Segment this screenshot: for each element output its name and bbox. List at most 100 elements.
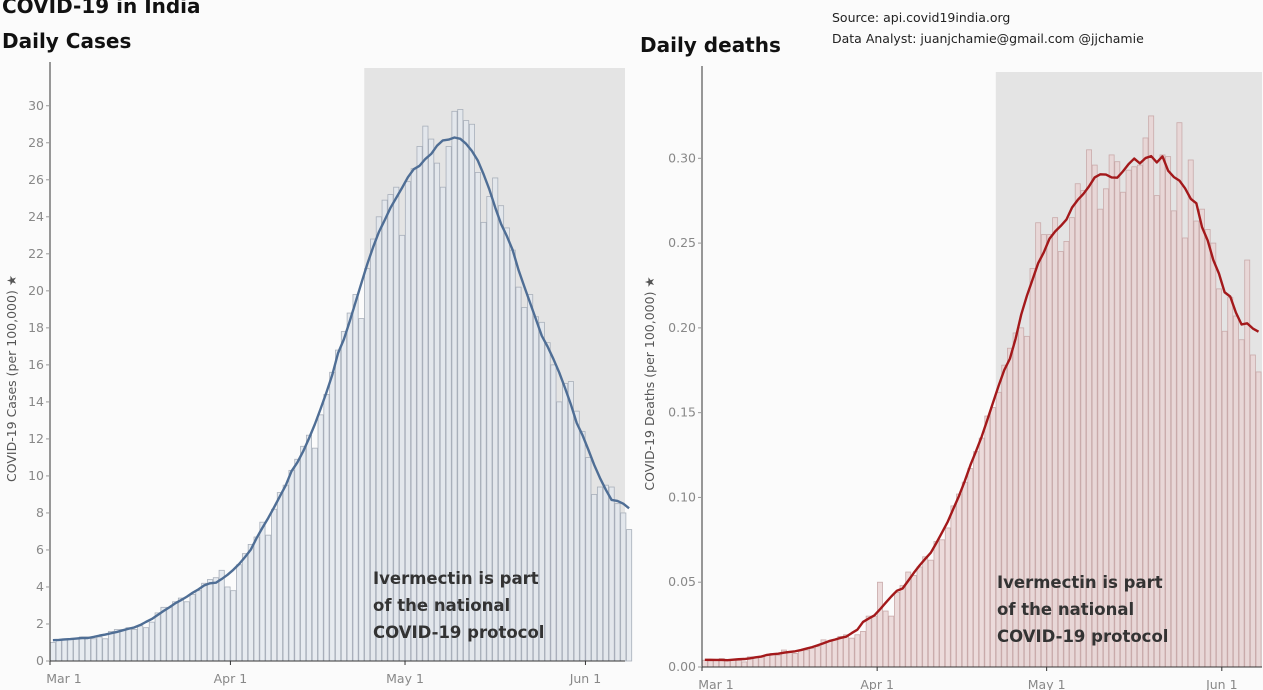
bar — [172, 601, 179, 662]
bar — [364, 268, 371, 662]
bar — [1233, 315, 1239, 668]
bar — [538, 321, 545, 662]
y-tick-label: 0.25 — [668, 235, 696, 250]
bar — [579, 431, 586, 662]
bar — [527, 294, 534, 662]
bar — [973, 451, 979, 668]
bar — [888, 615, 895, 668]
bar — [556, 401, 563, 662]
bar — [1238, 339, 1245, 668]
bar — [352, 294, 359, 662]
y-tick-label: 10 — [28, 468, 44, 483]
bar — [102, 638, 109, 662]
bar — [329, 371, 336, 662]
bar — [509, 249, 516, 662]
bar — [990, 407, 996, 668]
bar — [1255, 371, 1262, 668]
bar — [978, 437, 985, 668]
bar — [1080, 190, 1087, 668]
bar — [939, 539, 946, 668]
bar — [294, 458, 301, 662]
bar — [567, 381, 574, 662]
bar — [393, 186, 400, 662]
bar — [381, 199, 388, 662]
y-tick-label: 24 — [28, 209, 44, 224]
y-axis-label: COVID-19 Deaths (per 100,000) ★ — [642, 276, 657, 490]
bar — [814, 646, 821, 668]
trend-line — [52, 136, 630, 642]
bar — [984, 415, 991, 668]
bar — [882, 610, 889, 668]
bar — [596, 486, 604, 662]
main-title: COVID-19 in India — [2, 0, 201, 18]
bar — [439, 186, 446, 662]
bar — [207, 579, 214, 662]
bar — [201, 582, 208, 662]
bar — [67, 638, 74, 662]
bar — [1193, 220, 1200, 668]
bar — [701, 659, 708, 668]
bar — [1221, 330, 1228, 668]
x-tick-label: Apr 1 — [860, 677, 894, 690]
bar — [113, 629, 120, 662]
bar — [486, 196, 493, 662]
bar — [1074, 183, 1081, 668]
bar — [241, 553, 248, 662]
bar — [877, 581, 883, 668]
bar — [860, 630, 866, 668]
bar — [90, 638, 97, 662]
bar — [265, 534, 272, 662]
bar — [916, 566, 923, 668]
x-tick-label: Apr 1 — [214, 671, 248, 686]
bar — [809, 647, 816, 668]
bar — [967, 468, 974, 668]
y-tick-label: 22 — [28, 246, 44, 261]
bar — [1125, 169, 1132, 668]
source-text: Source: api.covid19india.org — [832, 10, 1011, 25]
y-tick-label: 0.30 — [668, 150, 696, 165]
bar — [492, 177, 499, 662]
y-tick-label: 26 — [28, 172, 44, 187]
bar — [1176, 122, 1183, 668]
y-tick-label: 16 — [28, 357, 44, 372]
x-tick-label: Mar 1 — [698, 677, 734, 690]
bar — [189, 593, 196, 662]
bar — [730, 659, 736, 668]
bar — [346, 312, 353, 662]
bar — [498, 205, 505, 662]
bar — [826, 641, 833, 668]
bar — [865, 615, 872, 668]
y-tick-label: 20 — [28, 283, 44, 298]
bar — [247, 544, 254, 662]
bar — [230, 590, 237, 662]
bar — [591, 494, 598, 662]
bar — [1120, 191, 1126, 668]
bar — [1153, 195, 1160, 668]
annotation-text: of the national — [997, 600, 1134, 619]
bar — [910, 575, 917, 668]
bar — [305, 434, 313, 662]
bar — [317, 414, 324, 662]
annotation-text: Ivermectin is part — [373, 569, 539, 588]
bar — [585, 457, 592, 662]
bar — [927, 559, 934, 668]
bar — [340, 331, 347, 662]
bar — [956, 493, 962, 668]
bar — [125, 627, 132, 662]
bar — [218, 569, 225, 662]
bar — [1204, 229, 1211, 668]
bar — [73, 638, 80, 662]
y-tick-label: 0.15 — [668, 405, 696, 420]
bar — [79, 636, 86, 662]
bar — [775, 654, 782, 668]
bar — [1210, 242, 1217, 668]
bar — [837, 636, 844, 668]
bar — [515, 286, 522, 662]
bar — [602, 484, 609, 662]
bar — [707, 659, 714, 668]
bar — [282, 484, 289, 662]
bar — [550, 364, 557, 662]
bar — [1170, 210, 1177, 668]
y-tick-label: 4 — [36, 579, 44, 594]
